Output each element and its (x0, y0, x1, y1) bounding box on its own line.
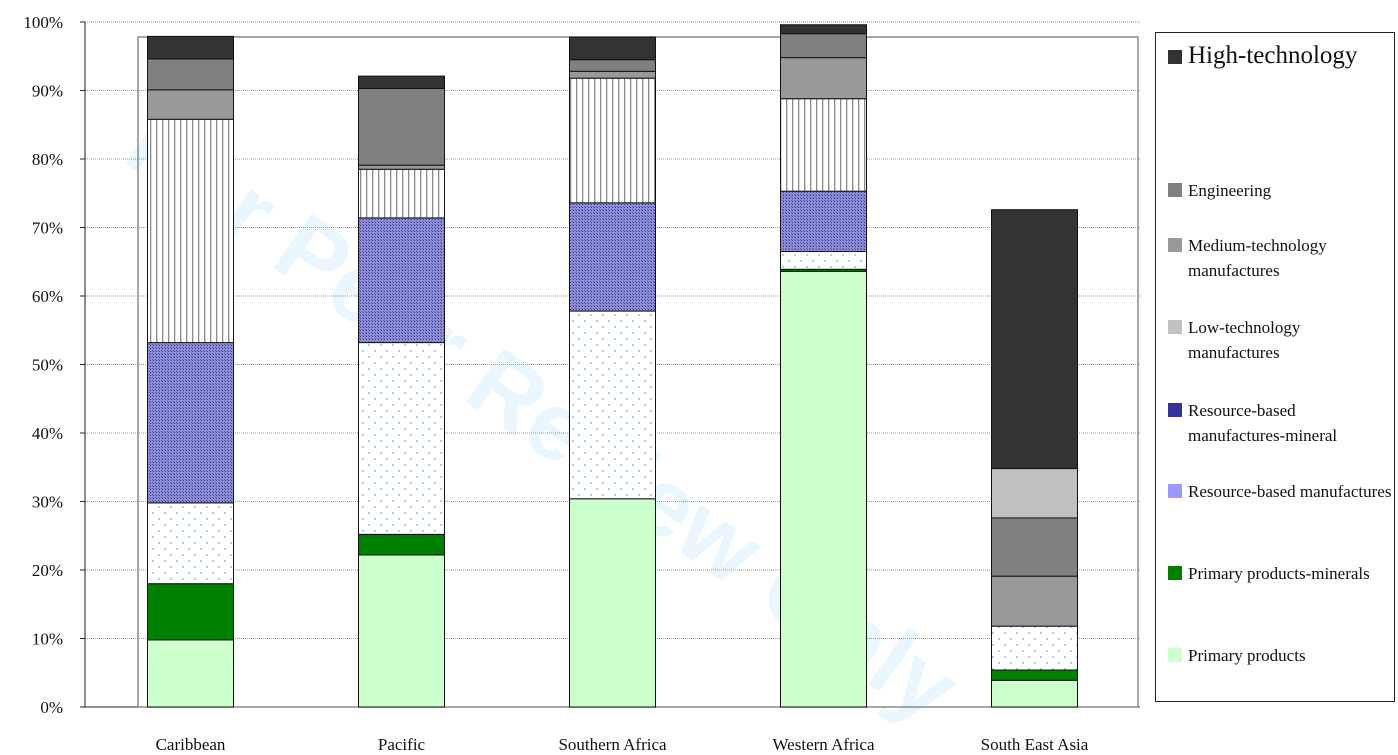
bar-segment (780, 57, 867, 100)
bar-segment (147, 583, 234, 641)
y-tick-label: 20% (32, 561, 63, 580)
bar-segment (991, 575, 1078, 627)
bar-segment (358, 217, 445, 344)
legend-swatch (1168, 238, 1182, 252)
legend-label: Resource-based manufactures (1188, 482, 1392, 501)
bar-segment (569, 310, 656, 500)
bars (147, 24, 1078, 708)
bar-segment (780, 270, 867, 708)
y-tick-label: 60% (32, 287, 63, 306)
legend-item: High-technology (1168, 41, 1393, 71)
legend-label: Low-technology manufactures (1188, 318, 1301, 362)
bar-segment (358, 554, 445, 708)
legend-label: Resource-based manufactures-mineral (1188, 401, 1338, 445)
x-tick-label: Western Africa (773, 735, 875, 754)
y-tick-label: 80% (32, 150, 63, 169)
y-tick-label: 50% (32, 356, 63, 375)
y-tick-label: 100% (23, 13, 63, 32)
bar-segment (780, 24, 867, 35)
legend-swatch (1168, 403, 1182, 417)
bar-segment (991, 669, 1078, 681)
x-tick-label: Caribbean (156, 735, 226, 754)
bar-segment (147, 118, 234, 344)
bar-segment (569, 202, 656, 312)
y-tick-label: 90% (32, 82, 63, 101)
legend-item: Engineering (1168, 178, 1393, 203)
bar-segment (991, 625, 1078, 671)
bar-segment (569, 59, 656, 72)
bar-segment (569, 498, 656, 708)
legend-label: Primary products-minerals (1188, 564, 1370, 583)
bar-segment (147, 342, 234, 504)
legend-label: High-technology (1188, 42, 1358, 69)
legend-item: Low-technology manufactures (1168, 315, 1393, 365)
bar-segment (569, 70, 656, 79)
bar-segment (780, 98, 867, 192)
bar-segment (358, 87, 445, 166)
y-tick-label: 70% (32, 219, 63, 238)
bar-segment (358, 75, 445, 89)
legend: High-technology Engineering Medium-technol… (1155, 32, 1395, 702)
bar-segment (358, 164, 445, 170)
x-tick-label: Pacific (378, 735, 426, 754)
legend-label: Engineering (1188, 181, 1272, 200)
bar-segment (569, 77, 656, 204)
legend-item: Medium-technology manufactures (1168, 233, 1393, 283)
bar-segment (991, 468, 1078, 519)
bar-segment (780, 33, 867, 59)
legend-item: Primary products (1168, 643, 1393, 668)
y-tick-label: 10% (32, 630, 63, 649)
bar-segment (991, 209, 1078, 481)
legend-item: Resource-based manufactures (1168, 479, 1393, 504)
legend-item: Resource-based manufactures-mineral (1168, 398, 1393, 448)
bar-segment (358, 168, 445, 219)
legend-swatch (1168, 648, 1182, 662)
stacked-bar-chart: For Peer Review Only 0%10%20%30%40%50%60… (23, 13, 1140, 754)
legend-label: Medium-technology manufactures (1188, 236, 1327, 280)
bar-segment (991, 679, 1078, 708)
legend-swatch (1168, 484, 1182, 498)
bar-segment (147, 35, 234, 60)
bar-segment (780, 250, 867, 270)
legend-item: Primary products-minerals (1168, 561, 1393, 586)
y-tick-label: 30% (32, 493, 63, 512)
legend-swatch (1168, 566, 1182, 580)
y-tick-label: 0% (40, 698, 63, 717)
legend-swatch (1168, 320, 1182, 334)
x-tick-label: Southern Africa (558, 735, 667, 754)
x-tick-label: South East Asia (981, 735, 1089, 754)
y-axis: 0% 10% 20% 30% 40% 50% 60% 70% 80% 90% 100% (23, 13, 1140, 717)
bar-segment (780, 190, 867, 252)
legend-label: Primary products (1188, 646, 1306, 665)
bar-segment (147, 58, 234, 91)
legend-swatch (1168, 50, 1182, 64)
bar-segment (569, 36, 656, 61)
bar-segment (147, 639, 234, 708)
y-tick-label: 40% (32, 424, 63, 443)
legend-swatch (1168, 183, 1182, 197)
bar-segment (147, 502, 234, 585)
x-axis: Caribbean Pacific Southern Africa Western A… (156, 735, 1089, 754)
bar-segment (358, 533, 445, 556)
bar-segment (147, 89, 234, 120)
bar-segment (358, 342, 445, 535)
